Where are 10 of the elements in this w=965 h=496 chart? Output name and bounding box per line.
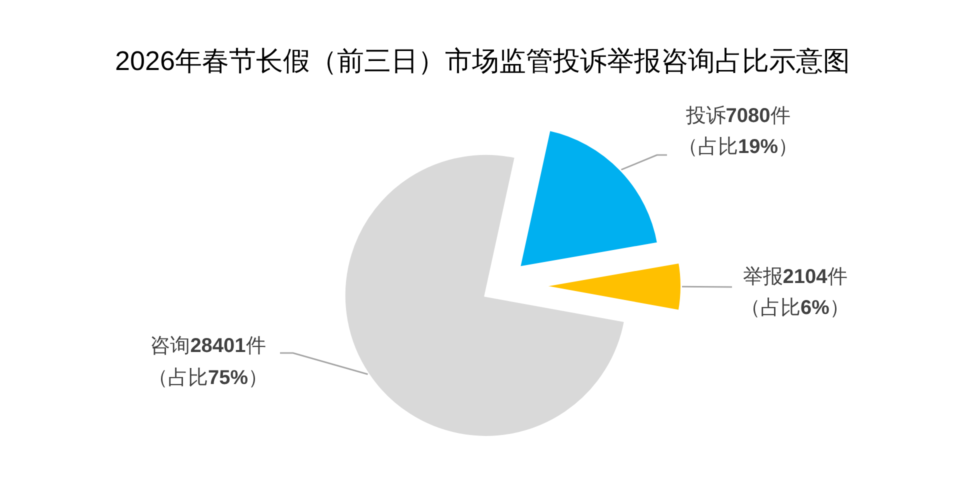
text: （占比19%）: [678, 136, 798, 158]
chart-title: 2026年春节长假（前三日）市场监管投诉举报咨询占比示意图: [114, 45, 852, 78]
data-label: 2104件: [782, 266, 848, 288]
text: （占比75%）: [148, 367, 268, 389]
slice-label: 咨询: [150, 335, 190, 357]
slice-label: 举报: [742, 266, 783, 288]
data-label: 28401件: [190, 335, 266, 357]
data-label: 7080件: [726, 105, 790, 127]
slice-label: 投诉: [686, 105, 726, 127]
text: （占比6%）: [740, 297, 850, 319]
